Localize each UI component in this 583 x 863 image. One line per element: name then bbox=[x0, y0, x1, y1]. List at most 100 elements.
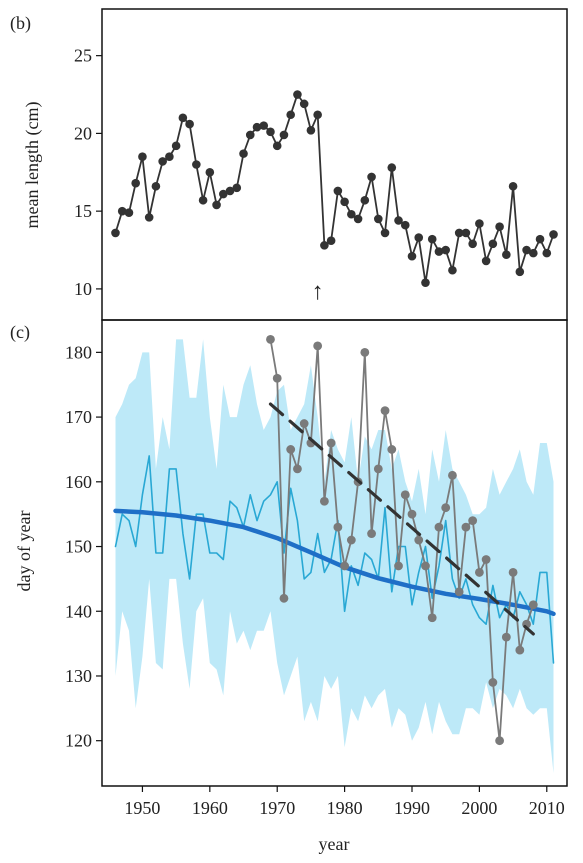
panel-c-data-point bbox=[299, 419, 309, 428]
panel-b-data-point bbox=[427, 234, 437, 244]
panel-c-data-point bbox=[333, 522, 343, 532]
panel-c-data-point bbox=[367, 529, 376, 538]
panel-c-data-point bbox=[279, 593, 289, 603]
panel-b-label: (b) bbox=[10, 13, 31, 34]
panel-c-data-point bbox=[441, 503, 451, 513]
panel-c-data-point bbox=[313, 341, 323, 351]
panel-b-data-point bbox=[205, 167, 215, 177]
panel-c-y-tick-label: 170 bbox=[65, 407, 92, 427]
panel-b-data-point bbox=[326, 236, 336, 245]
panel-b-data-point bbox=[124, 208, 134, 218]
panel-c-series-line-2 bbox=[269, 338, 535, 742]
panel-b-data-point bbox=[306, 125, 316, 135]
panel-c-data-point bbox=[427, 613, 437, 623]
panel-b-data-point bbox=[333, 186, 343, 196]
panel-c-x-axis-label: year bbox=[319, 834, 350, 854]
panel-c-y-tick-label: 130 bbox=[65, 666, 92, 686]
panel-c-x-tick-label: 2000 bbox=[461, 798, 497, 818]
panel-b-data-point bbox=[131, 178, 140, 188]
panel-b-plot-frame bbox=[101, 8, 568, 321]
panel-b-series bbox=[111, 90, 558, 287]
panel-b-data-point bbox=[138, 152, 147, 162]
panel-c-x-tick-label: 1970 bbox=[259, 798, 295, 818]
panel-b-data-point bbox=[286, 110, 295, 120]
panel-b-y-tick-label: 15 bbox=[74, 201, 92, 221]
panel-c-series-line-0 bbox=[114, 455, 555, 664]
panel-b-data-point bbox=[407, 251, 417, 261]
panel-c-y-tick-label: 140 bbox=[65, 601, 92, 621]
panel-c-x-axis: 1950 1960 1970 1980 1990 2000 2010 bbox=[124, 786, 565, 818]
panel-b-data-point bbox=[508, 181, 518, 191]
panel-c-data-point bbox=[286, 445, 296, 454]
panel-b-data-point bbox=[313, 110, 322, 120]
panel-c-data-point bbox=[387, 445, 397, 454]
panel-c: (c) day of year year 1201301401501601701… bbox=[10, 319, 568, 854]
panel-b-arrow-annotation: ↑ bbox=[312, 279, 324, 305]
panel-c-series bbox=[113, 335, 556, 746]
panel-c-x-tick-label: 1960 bbox=[192, 798, 228, 818]
panel-c-y-tick-label: 160 bbox=[65, 472, 92, 492]
panel-b-data-point bbox=[414, 233, 424, 242]
panel-b-data-point bbox=[178, 113, 188, 123]
panel-c-label: (c) bbox=[10, 322, 30, 343]
panel-b-data-point bbox=[111, 228, 120, 238]
panel-b-data-point bbox=[549, 230, 558, 239]
panel-b-data-point bbox=[400, 220, 410, 230]
panel-b-data-point bbox=[171, 141, 181, 151]
panel-c-data-point bbox=[454, 587, 464, 597]
panel-b-data-point bbox=[198, 195, 208, 205]
panel-c-data-point bbox=[468, 516, 478, 526]
panel-c-band-layer bbox=[115, 339, 554, 774]
panel-b-data-point bbox=[219, 189, 228, 199]
panel-c-data-point bbox=[501, 632, 511, 642]
panel-b-data-point bbox=[245, 130, 255, 140]
panel-b-data-point bbox=[387, 163, 397, 172]
panel-b-data-point bbox=[380, 228, 390, 238]
panel-b-data-point bbox=[117, 206, 127, 216]
panel-b-data-point bbox=[448, 265, 457, 275]
panel-c-series-line-3 bbox=[268, 402, 535, 636]
panel-c-x-tick-label: 1990 bbox=[394, 798, 430, 818]
panel-c-data-point bbox=[346, 535, 356, 545]
panel-c-y-tick-label: 150 bbox=[65, 537, 92, 557]
panel-b-data-point bbox=[158, 157, 167, 166]
panel-c-data-point bbox=[340, 561, 350, 571]
panel-b-data-point bbox=[495, 222, 504, 231]
panel-b-data-point bbox=[515, 267, 525, 277]
panel-c-data-point bbox=[373, 464, 383, 474]
panel-c-data-point bbox=[488, 678, 498, 687]
panel-b-data-point bbox=[468, 239, 477, 249]
panel-b-data-point bbox=[353, 214, 363, 224]
panel-c-data-point bbox=[380, 406, 390, 416]
panel-c-data-point bbox=[293, 464, 302, 474]
panel-b-data-point bbox=[279, 130, 289, 140]
panel-c-confidence-band bbox=[115, 339, 554, 774]
panel-c-y-tick-label: 120 bbox=[65, 731, 92, 751]
panel-b-y-tick-label: 25 bbox=[74, 46, 92, 66]
panel-b-data-point bbox=[192, 160, 201, 169]
panel-c-data-point bbox=[326, 438, 336, 448]
panel-b-data-point bbox=[151, 181, 161, 191]
panel-b-data-point bbox=[488, 239, 498, 249]
panel-b-data-point bbox=[299, 99, 309, 109]
panel-b: (b) mean length (cm) 10 15 20 25 ↑ bbox=[10, 8, 568, 321]
panel-c-data-point bbox=[319, 496, 329, 506]
panel-b-data-point bbox=[535, 234, 545, 244]
panel-b-data-point bbox=[522, 245, 531, 255]
panel-b-data-point bbox=[360, 195, 370, 205]
panel-b-data-point bbox=[542, 248, 552, 258]
panel-c-data-point bbox=[272, 373, 282, 383]
panel-b-data-point bbox=[144, 213, 154, 222]
panel-c-data-point bbox=[266, 335, 275, 344]
panel-b-data-point bbox=[340, 197, 349, 207]
panel-b-data-point bbox=[502, 250, 511, 259]
panel-b-data-point bbox=[454, 228, 464, 238]
panel-c-x-tick-label: 2010 bbox=[529, 798, 565, 818]
panel-c-x-tick-label: 1980 bbox=[327, 798, 363, 818]
panel-c-data-point bbox=[495, 736, 505, 746]
panel-b-data-point bbox=[266, 127, 275, 137]
panel-c-y-axis: 120 130 140 150 160 170 180 bbox=[65, 342, 102, 751]
panel-b-data-point bbox=[475, 219, 484, 228]
panel-b-data-point bbox=[421, 278, 430, 287]
panel-c-data-point bbox=[434, 522, 444, 532]
